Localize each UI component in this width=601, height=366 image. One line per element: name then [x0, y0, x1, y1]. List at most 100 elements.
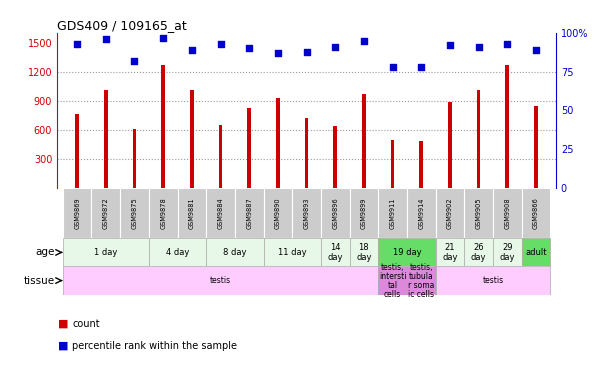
- Bar: [292, 188, 321, 238]
- Bar: [63, 266, 378, 295]
- Point: [416, 64, 426, 70]
- Text: 26
day: 26 day: [471, 243, 486, 262]
- Bar: [162, 65, 165, 188]
- Text: GDS409 / 109165_at: GDS409 / 109165_at: [57, 19, 187, 32]
- Point: [445, 42, 455, 48]
- Bar: [378, 238, 436, 266]
- Bar: [76, 114, 79, 188]
- Bar: [362, 94, 365, 188]
- Point: [359, 38, 368, 44]
- Text: ■: ■: [58, 319, 69, 329]
- Text: ■: ■: [58, 341, 69, 351]
- Text: 18
day: 18 day: [356, 243, 371, 262]
- Point: [130, 58, 139, 64]
- Bar: [177, 188, 206, 238]
- Text: count: count: [72, 319, 100, 329]
- Bar: [522, 188, 550, 238]
- Bar: [436, 188, 464, 238]
- Bar: [248, 108, 251, 188]
- Bar: [477, 90, 480, 188]
- Bar: [206, 188, 235, 238]
- Text: 11 day: 11 day: [278, 248, 307, 257]
- Text: testis: testis: [482, 276, 504, 285]
- Point: [502, 41, 512, 47]
- Bar: [149, 188, 177, 238]
- Bar: [493, 188, 522, 238]
- Text: GSM9902: GSM9902: [447, 197, 453, 229]
- Bar: [321, 238, 350, 266]
- Text: testis,
tubula
r soma
ic cells: testis, tubula r soma ic cells: [408, 262, 435, 299]
- Bar: [407, 188, 436, 238]
- Bar: [464, 188, 493, 238]
- Bar: [149, 238, 206, 266]
- Bar: [448, 102, 451, 188]
- Bar: [391, 140, 394, 188]
- Point: [101, 36, 111, 42]
- Point: [245, 45, 254, 51]
- Bar: [534, 107, 537, 188]
- Bar: [276, 98, 279, 188]
- Text: GSM9893: GSM9893: [304, 197, 310, 229]
- Text: GSM9899: GSM9899: [361, 197, 367, 229]
- Text: GSM9896: GSM9896: [332, 197, 338, 229]
- Bar: [63, 188, 91, 238]
- Point: [158, 35, 168, 41]
- Text: GSM9908: GSM9908: [504, 197, 510, 229]
- Bar: [263, 238, 321, 266]
- Text: GSM9881: GSM9881: [189, 197, 195, 229]
- Text: GSM9878: GSM9878: [160, 197, 166, 229]
- Point: [302, 49, 311, 55]
- Bar: [305, 118, 308, 188]
- Text: 29
day: 29 day: [499, 243, 515, 262]
- Text: adult: adult: [525, 248, 546, 257]
- Text: 21
day: 21 day: [442, 243, 457, 262]
- Bar: [493, 238, 522, 266]
- Text: testis: testis: [210, 276, 231, 285]
- Point: [331, 44, 340, 50]
- Point: [187, 47, 197, 53]
- Bar: [263, 188, 292, 238]
- Text: testis,
intersti
tal
cells: testis, intersti tal cells: [379, 262, 406, 299]
- Text: tissue: tissue: [24, 276, 55, 285]
- Bar: [104, 90, 108, 188]
- Bar: [436, 238, 464, 266]
- Text: GSM9875: GSM9875: [132, 197, 138, 229]
- Bar: [235, 188, 263, 238]
- Text: GSM9869: GSM9869: [74, 197, 80, 229]
- Point: [474, 44, 483, 50]
- Bar: [133, 129, 136, 188]
- Text: GSM9890: GSM9890: [275, 197, 281, 229]
- Point: [72, 41, 82, 47]
- Bar: [350, 188, 378, 238]
- Text: GSM9887: GSM9887: [246, 197, 252, 229]
- Text: GSM9866: GSM9866: [533, 197, 539, 229]
- Text: 19 day: 19 day: [392, 248, 421, 257]
- Bar: [419, 141, 423, 188]
- Text: age: age: [35, 247, 55, 257]
- Bar: [190, 90, 194, 188]
- Text: percentile rank within the sample: percentile rank within the sample: [72, 341, 237, 351]
- Text: GSM9914: GSM9914: [418, 197, 424, 229]
- Text: GSM9872: GSM9872: [103, 197, 109, 229]
- Bar: [334, 126, 337, 188]
- Bar: [91, 188, 120, 238]
- Bar: [436, 266, 550, 295]
- Point: [273, 50, 282, 56]
- Bar: [321, 188, 350, 238]
- Bar: [120, 188, 149, 238]
- Text: GSM9911: GSM9911: [389, 197, 395, 229]
- Text: 4 day: 4 day: [166, 248, 189, 257]
- Text: 8 day: 8 day: [223, 248, 246, 257]
- Text: 1 day: 1 day: [94, 248, 118, 257]
- Text: GSM9884: GSM9884: [218, 197, 224, 229]
- Bar: [505, 65, 509, 188]
- Bar: [378, 188, 407, 238]
- Text: 14
day: 14 day: [328, 243, 343, 262]
- Point: [388, 64, 397, 70]
- Bar: [350, 238, 378, 266]
- Point: [216, 41, 225, 47]
- Bar: [378, 266, 407, 295]
- Bar: [407, 266, 436, 295]
- Bar: [522, 238, 550, 266]
- Point: [531, 47, 541, 53]
